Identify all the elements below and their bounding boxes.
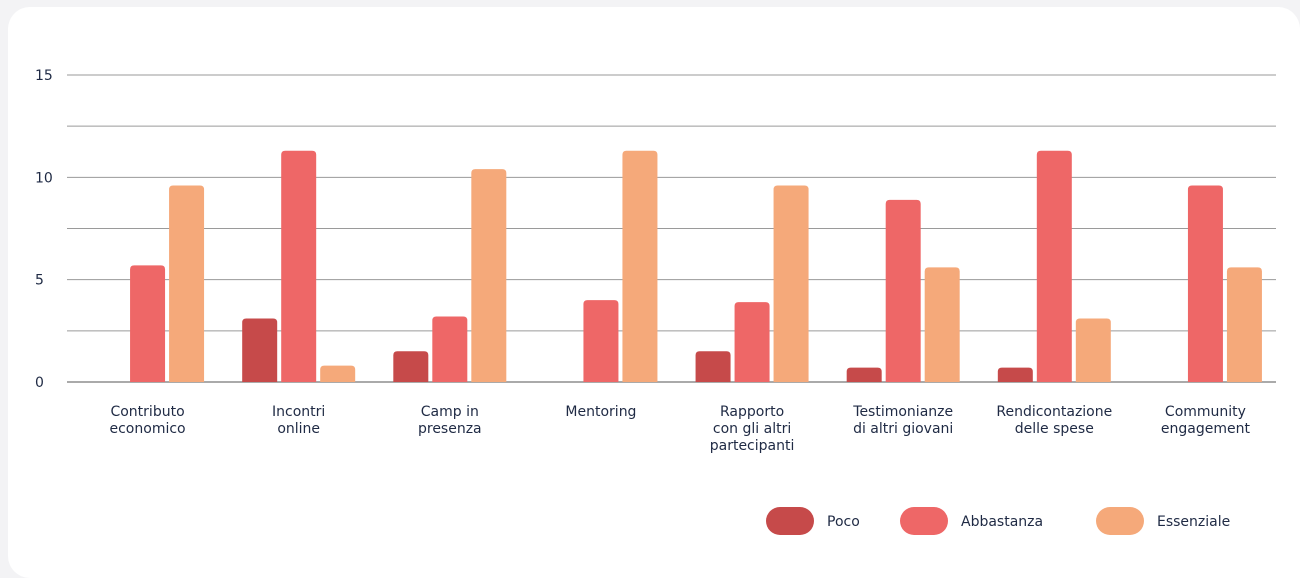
bar-poco [393,351,429,382]
bar-essenziale [622,150,658,382]
x-category-label: Incontri online [272,404,325,437]
bar-abbastanza [432,316,468,382]
bar-essenziale [320,365,356,382]
bar-poco [695,351,731,382]
bar-essenziale [169,185,205,382]
bar-poco [997,367,1033,382]
legend-swatch-essenziale [1096,507,1144,535]
x-category-label: Mentoring [565,404,636,420]
x-category-label: Testimonianze di altri giovani [852,404,953,437]
bar-essenziale [471,169,507,382]
bar-abbastanza [1036,150,1072,382]
bar-essenziale [773,185,809,382]
x-category-label: Community engagement [1161,404,1251,437]
legend-swatch-poco [766,507,814,535]
bar-poco [242,318,278,382]
x-category-label: Rendicontazione delle spese [996,404,1112,437]
bar-poco [846,367,882,382]
bar-essenziale [1226,267,1262,382]
bar-essenziale [924,267,960,382]
x-category-label: Contributo economico [110,404,186,437]
bars [130,150,1262,382]
x-axis-labels: Contributo economico Incontri online Camp in… [110,404,1251,454]
bar-abbastanza [130,265,166,382]
x-category-label: Rapporto con gli altri partecipanti [710,404,795,454]
x-category-label: Camp in presenza [418,404,482,437]
y-tick-label: 10 [35,170,53,186]
bar-abbastanza [885,199,921,382]
legend-label-poco: Poco [827,514,860,530]
y-axis-ticks: 0 5 10 15 [35,68,53,391]
legend-label-essenziale: Essenziale [1157,514,1230,530]
legend-swatch-abbastanza [900,507,948,535]
bar-abbastanza [583,300,619,382]
y-tick-label: 0 [35,375,44,391]
y-tick-label: 15 [35,68,53,84]
bar-essenziale [1075,318,1111,382]
legend: Poco Abbastanza Essenziale [766,507,1230,535]
y-tick-label: 5 [35,273,44,289]
bar-abbastanza [1187,185,1223,382]
bar-abbastanza [281,150,317,382]
bar-abbastanza [734,302,770,382]
legend-label-abbastanza: Abbastanza [961,514,1043,530]
